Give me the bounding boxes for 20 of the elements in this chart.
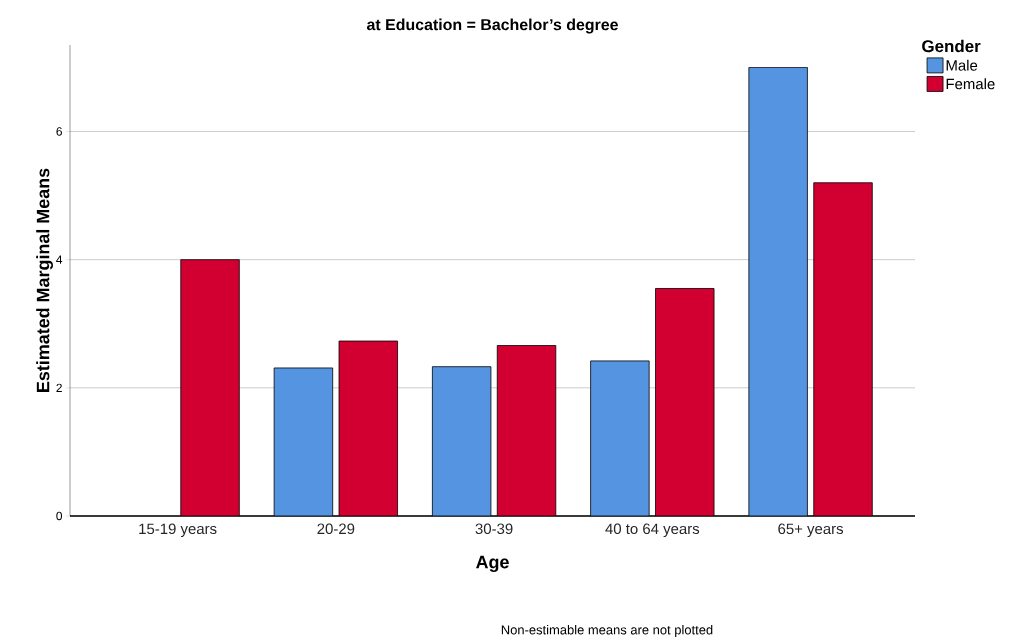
x-tick-label: 20-29 [317, 523, 355, 535]
legend-title: Gender [922, 39, 981, 53]
x-tick-label: 30-39 [475, 523, 513, 535]
text: Non-estimable means are not plotted [501, 624, 713, 638]
bar [431, 366, 492, 516]
legend-label: Female [946, 78, 995, 90]
legend-label: Male [946, 59, 978, 71]
bar [590, 360, 650, 516]
y-tick-label: 6 [56, 127, 62, 136]
x-tick-label: 40 to 64 years [605, 523, 700, 538]
chart-title: at Education = Bachelor’s degree [366, 18, 618, 34]
bar [748, 67, 808, 516]
x-tick-label: 65+ years [778, 523, 844, 538]
bar [273, 367, 334, 516]
y-tick-label: 2 [56, 383, 62, 392]
y-axis-title: Estimated Marginal Means [36, 168, 53, 392]
y-tick-label: 4 [56, 255, 63, 264]
x-tick-label: 15-19 years [139, 523, 217, 538]
y-tick-label: 0 [56, 511, 63, 521]
x-axis-title: Age [476, 555, 509, 573]
